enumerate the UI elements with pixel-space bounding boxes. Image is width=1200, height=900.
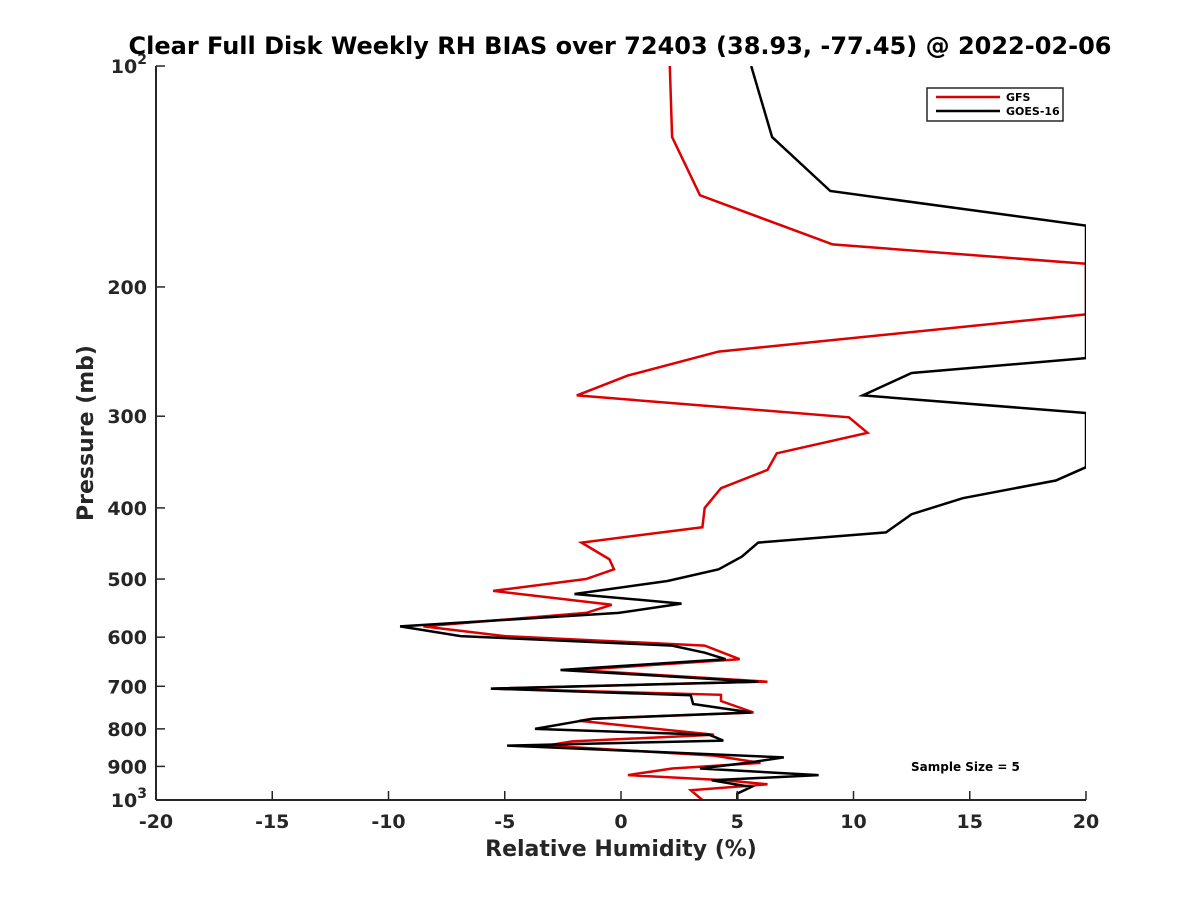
x-tick-label: 20	[1073, 811, 1099, 833]
x-tick-label: 0	[614, 811, 627, 833]
axes: -20 -15 -10 -5 0 5 10 15 20 102 200 300 400 500 600 700…	[107, 52, 1099, 833]
x-tick-label: 15	[957, 811, 983, 833]
y-tick-label: 800	[107, 719, 147, 741]
legend-label-gfs: GFS	[1006, 91, 1031, 104]
sample-size-annotation: Sample Size = 5	[911, 760, 1020, 774]
y-tick-label: 900	[107, 756, 147, 778]
legend-label-goes16: GOES-16	[1006, 105, 1060, 118]
y-tick-label: 500	[107, 569, 147, 591]
y-tick-label: 600	[107, 627, 147, 649]
x-axis-label: Relative Humidity (%)	[485, 837, 757, 862]
x-tick-label: 10	[840, 811, 866, 833]
y-tick-label: 300	[107, 406, 147, 428]
y-tick-label: 400	[107, 498, 147, 520]
x-tick-label: -10	[371, 811, 405, 833]
legend: GFS GOES-16	[926, 87, 1064, 122]
chart-title: Clear Full Disk Weekly RH BIAS over 7240…	[129, 32, 1112, 60]
y-tick-label: 700	[107, 676, 147, 698]
y-tick-label: 200	[107, 277, 147, 299]
y-tick-label: 103	[111, 786, 147, 812]
x-tick-label: -5	[494, 811, 515, 833]
x-tick-label: -15	[255, 811, 289, 833]
x-tick-label: -20	[139, 811, 173, 833]
y-axis-label: Pressure (mb)	[74, 345, 99, 521]
x-tick-label: 5	[731, 811, 744, 833]
series-line-goes16	[399, 66, 1086, 800]
legend-box	[926, 87, 1064, 122]
y-tick-label: 102	[111, 52, 147, 78]
plot-area	[399, 66, 1086, 800]
